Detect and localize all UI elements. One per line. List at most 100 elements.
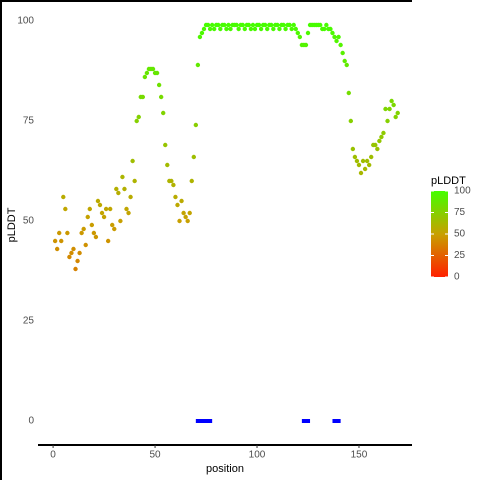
point	[175, 202, 180, 208]
point	[63, 206, 68, 212]
point	[77, 250, 82, 256]
point	[156, 82, 162, 88]
x-tick-label: 150	[351, 450, 368, 461]
point	[83, 242, 88, 248]
point	[256, 22, 262, 28]
point	[324, 22, 329, 28]
point	[289, 26, 294, 32]
point	[381, 130, 386, 136]
point	[116, 190, 121, 196]
point	[124, 206, 129, 212]
point	[132, 178, 137, 184]
point	[165, 162, 170, 168]
point	[354, 158, 360, 164]
y-axis-title: pLDDT	[6, 207, 18, 242]
point	[385, 118, 390, 124]
point	[207, 26, 213, 32]
point	[330, 30, 335, 36]
point	[269, 22, 274, 28]
point	[122, 186, 127, 192]
point	[352, 154, 358, 160]
point	[383, 106, 388, 112]
point	[142, 74, 148, 80]
point	[356, 162, 362, 168]
point	[332, 34, 337, 40]
point	[73, 266, 78, 272]
point	[87, 206, 92, 212]
point	[338, 42, 343, 48]
point	[181, 210, 186, 216]
y-tick-label: 0	[28, 416, 34, 427]
legend-title: pLDDT	[431, 175, 466, 187]
point	[81, 226, 86, 232]
point	[114, 186, 119, 192]
point	[59, 238, 64, 244]
point	[375, 146, 380, 152]
point	[173, 194, 178, 200]
point	[195, 62, 201, 68]
y-tick-label: 100	[17, 16, 34, 27]
point	[69, 250, 74, 256]
point	[291, 22, 296, 28]
point	[275, 22, 280, 28]
point	[57, 230, 62, 236]
point	[218, 26, 223, 32]
point	[305, 30, 311, 36]
point	[120, 174, 125, 180]
point	[389, 98, 394, 104]
point	[391, 102, 396, 108]
point	[199, 30, 205, 36]
point	[250, 22, 256, 28]
point	[360, 158, 366, 164]
point	[67, 254, 72, 260]
point	[248, 26, 254, 32]
point	[52, 238, 58, 244]
point	[89, 222, 95, 228]
point	[163, 142, 168, 148]
point	[334, 38, 339, 44]
point	[350, 146, 356, 152]
point	[281, 22, 286, 28]
point	[193, 122, 199, 128]
point	[201, 26, 207, 32]
point	[161, 110, 166, 116]
point	[297, 34, 303, 40]
x-tick-label: 50	[149, 450, 161, 461]
colorbar-label: 25	[454, 250, 466, 261]
point	[103, 206, 109, 212]
point	[393, 114, 398, 120]
point	[395, 110, 400, 116]
point	[95, 198, 101, 204]
point	[228, 26, 233, 32]
y-tick-label: 50	[23, 216, 35, 227]
point	[387, 106, 392, 112]
point	[346, 90, 351, 96]
point	[358, 170, 364, 176]
point	[379, 134, 384, 140]
point	[222, 22, 227, 28]
point	[205, 22, 211, 28]
segment	[332, 419, 341, 423]
point	[369, 154, 374, 160]
point	[185, 218, 190, 224]
point	[377, 138, 382, 144]
point	[158, 94, 164, 100]
point	[344, 62, 349, 68]
point	[318, 22, 323, 28]
point	[79, 230, 84, 236]
point	[224, 26, 229, 32]
point	[140, 94, 146, 100]
point	[134, 118, 139, 124]
point	[303, 42, 309, 48]
point	[93, 234, 99, 240]
point	[283, 26, 288, 32]
point	[128, 194, 133, 200]
colorbar-label: 75	[454, 207, 466, 218]
point	[169, 178, 174, 184]
point	[265, 26, 270, 32]
point	[252, 26, 258, 32]
point	[277, 26, 282, 32]
point	[348, 118, 354, 124]
point	[112, 226, 117, 232]
